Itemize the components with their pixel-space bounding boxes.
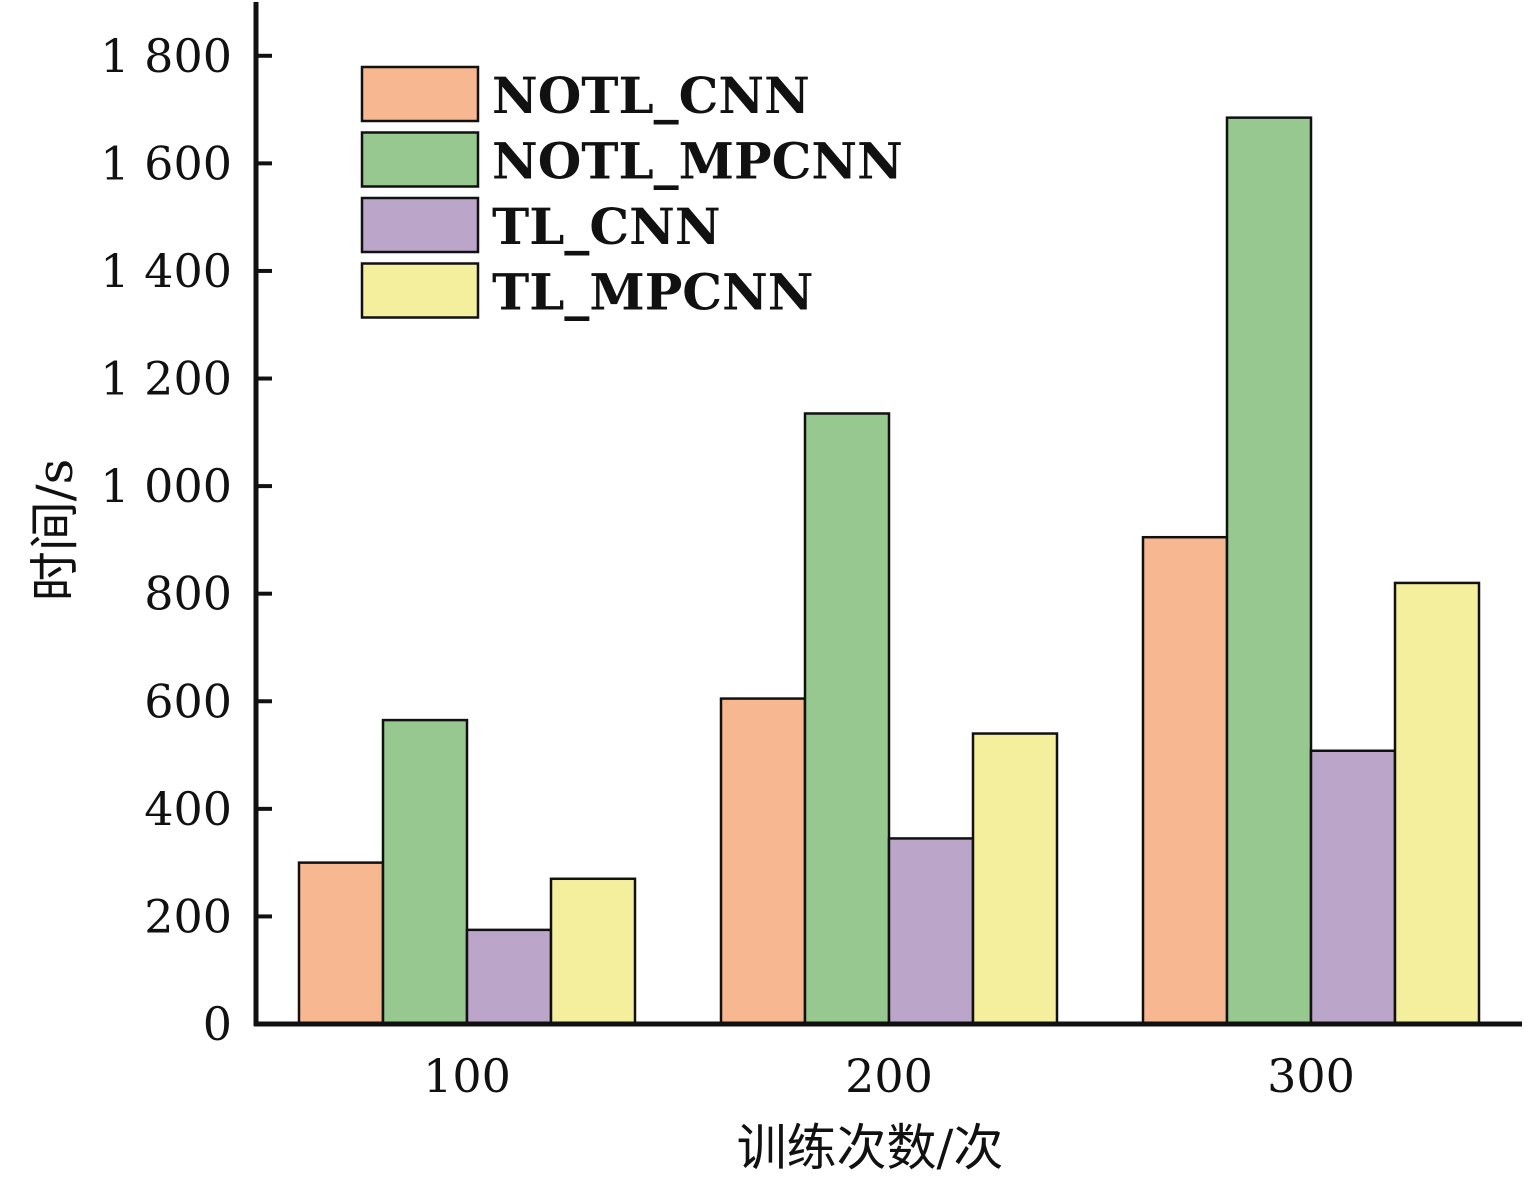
y-tick-label: 200 bbox=[144, 889, 232, 943]
bar-tl-cnn-100 bbox=[465, 928, 553, 1026]
bar-notl-mpcnn-300 bbox=[1225, 116, 1313, 1026]
bars-layer bbox=[297, 116, 1481, 1026]
legend-label-notl-cnn: NOTL_CNN bbox=[492, 66, 810, 125]
bar-tl-mpcnn-200 bbox=[971, 732, 1059, 1026]
legend: NOTL_CNN NOTL_MPCNN TL_CNN TL_MPCNN bbox=[360, 65, 903, 322]
bar-tl-mpcnn-100 bbox=[549, 877, 637, 1026]
y-tick-label: 1 000 bbox=[100, 459, 232, 513]
bar-tl-mpcnn-300 bbox=[1393, 581, 1481, 1026]
legend-label-tl-cnn: TL_CNN bbox=[492, 197, 721, 256]
y-tick-label: 1 400 bbox=[100, 244, 232, 298]
y-tick-label: 600 bbox=[144, 674, 232, 728]
y-tick-label: 0 bbox=[203, 997, 232, 1051]
legend-swatch-tl-cnn bbox=[360, 196, 480, 254]
legend-label-tl-mpcnn: TL_MPCNN bbox=[492, 263, 814, 322]
x-ticks-layer: 100 200 300 bbox=[423, 1049, 1355, 1103]
y-tick-label: 800 bbox=[144, 567, 232, 621]
bar-tl-cnn-300 bbox=[1309, 749, 1397, 1026]
y-tick-label: 1 600 bbox=[100, 136, 232, 190]
legend-swatch-tl-mpcnn bbox=[360, 262, 480, 319]
bar-notl-cnn-200 bbox=[719, 697, 807, 1026]
x-tick-label: 300 bbox=[1267, 1049, 1355, 1103]
x-tick-label: 200 bbox=[845, 1049, 933, 1103]
bar-notl-cnn-100 bbox=[297, 861, 385, 1026]
bar-notl-cnn-300 bbox=[1141, 535, 1229, 1026]
legend-swatch-notl-cnn bbox=[360, 65, 480, 123]
y-tick-label: 1 200 bbox=[100, 352, 232, 406]
bar-notl-mpcnn-200 bbox=[803, 412, 891, 1026]
y-ticks-layer: 0 200 400 600 800 1 000 1 200 1 400 1 600 1 800 bbox=[100, 29, 272, 1051]
x-axis-title: 训练次数/次 bbox=[737, 1119, 1004, 1177]
y-tick-label: 400 bbox=[144, 782, 232, 836]
bar-notl-mpcnn-100 bbox=[381, 718, 469, 1026]
legend-label-notl-mpcnn: NOTL_MPCNN bbox=[492, 132, 903, 191]
bar-tl-cnn-200 bbox=[887, 837, 975, 1026]
legend-swatch-notl-mpcnn bbox=[360, 131, 480, 188]
y-axis-title: 时间/s bbox=[26, 459, 84, 602]
axes-layer bbox=[253, 2, 1522, 1027]
y-tick-label: 1 800 bbox=[100, 29, 232, 83]
x-tick-label: 100 bbox=[423, 1049, 511, 1103]
